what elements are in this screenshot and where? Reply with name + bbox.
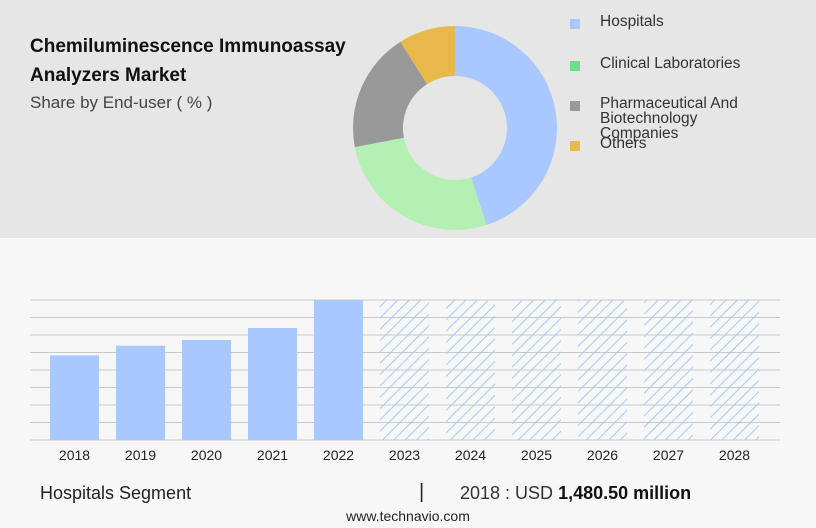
chart-title: Chemiluminescence Immunoassay Analyzers … (30, 36, 346, 86)
bar-2025 (512, 300, 561, 440)
source-link[interactable]: www.technavio.com (346, 508, 470, 524)
bar-2027 (644, 300, 693, 440)
footer-value: 2018 : USD 1,480.50 million (460, 483, 691, 504)
donut-slice-pharmaceutical (353, 41, 428, 148)
x-tick-2026: 2026 (587, 447, 618, 463)
x-tick-2022: 2022 (323, 447, 354, 463)
bar-2022 (314, 300, 363, 440)
x-tick-2021: 2021 (257, 447, 288, 463)
x-tick-2018: 2018 (59, 447, 90, 463)
bar-2020 (182, 340, 231, 440)
donut-slice-others (400, 26, 455, 85)
donut-chart (353, 26, 558, 231)
x-tick-2027: 2027 (653, 447, 684, 463)
legend-swatch-clinical-laboratories (570, 61, 580, 71)
legend-swatch-others (570, 141, 580, 151)
legend-swatch-hospitals (570, 19, 580, 29)
footer-separator: | (419, 481, 425, 503)
donut-slice-hospitals (455, 26, 558, 226)
x-tick-2028: 2028 (719, 447, 750, 463)
bar-2018 (50, 355, 99, 440)
legend-label-pharmaceutical: Pharmaceutical And Biotechnology Compani… (600, 95, 738, 142)
bar-chart: 2018 2019 2020 2021 2022 2023 2024 2025 2026 2027… (30, 299, 780, 463)
x-tick-2025: 2025 (521, 447, 552, 463)
legend-label-others: Others (600, 135, 647, 152)
footer-value-amount: 1,480.50 million (558, 483, 692, 503)
footer-value-prefix: 2018 : USD (460, 483, 554, 503)
bar-2028 (710, 300, 759, 440)
chart-subtitle: Share by End-user ( % ) (30, 93, 213, 112)
x-tick-2023: 2023 (389, 447, 420, 463)
bar-2024 (446, 300, 495, 440)
legend-swatch-pharmaceutical (570, 101, 580, 111)
bar-2021 (248, 328, 297, 440)
bar-2023 (380, 300, 429, 440)
bar-2019 (116, 345, 165, 440)
x-tick-2024: 2024 (455, 447, 486, 463)
bar-2026 (578, 300, 627, 440)
x-tick-2020: 2020 (191, 447, 222, 463)
x-tick-2019: 2019 (125, 447, 156, 463)
footer-segment-label: Hospitals Segment (40, 483, 192, 503)
legend-label-hospitals: Hospitals (600, 13, 664, 30)
donut-slice-clinical (354, 137, 487, 231)
legend-label-clinical-laboratories: Clinical Laboratories (600, 55, 741, 72)
